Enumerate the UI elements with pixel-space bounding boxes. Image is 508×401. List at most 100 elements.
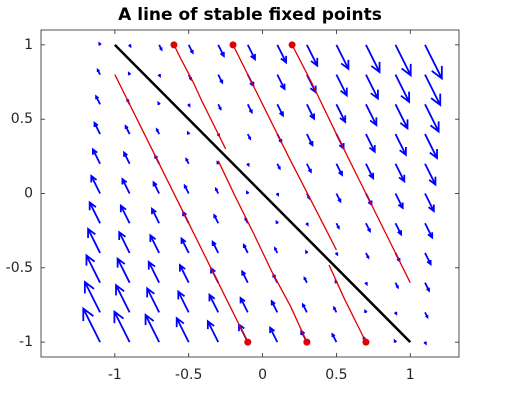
arrow xyxy=(365,133,376,154)
y-tick-label: -1 xyxy=(19,334,33,350)
trajectory xyxy=(173,44,227,150)
arrow xyxy=(183,183,190,194)
arrow xyxy=(179,263,190,284)
trajectory-start xyxy=(170,41,178,49)
arrow xyxy=(147,260,160,284)
arrow xyxy=(185,157,190,165)
arrow xyxy=(90,174,101,194)
arrow xyxy=(187,44,194,55)
arrow xyxy=(213,213,220,224)
trajectory xyxy=(328,264,367,343)
arrow xyxy=(423,341,427,346)
x-tick-label: -0.5 xyxy=(175,367,202,383)
arrow xyxy=(208,293,220,313)
arrow xyxy=(187,103,191,108)
arrow xyxy=(424,193,435,213)
y-tick-label: 1 xyxy=(24,37,33,53)
arrow xyxy=(144,313,160,343)
arrow xyxy=(246,133,252,141)
arrow xyxy=(424,74,442,107)
trajectory-start xyxy=(362,338,370,346)
arrow xyxy=(365,103,378,127)
arrow xyxy=(305,222,309,227)
arrow xyxy=(177,289,190,313)
y-tick-label: 0.5 xyxy=(11,111,33,127)
arrow xyxy=(116,256,131,284)
arrow xyxy=(269,325,279,343)
arrow xyxy=(424,312,429,320)
arrow xyxy=(394,193,404,210)
arrow xyxy=(206,319,220,343)
arrow xyxy=(242,243,249,254)
arrow xyxy=(187,130,191,135)
arrow xyxy=(157,73,161,78)
arrow xyxy=(241,269,249,284)
arrow xyxy=(149,233,160,254)
arrow xyxy=(157,100,161,105)
fixed-point-line xyxy=(113,43,412,344)
arrow xyxy=(303,276,308,284)
arrow xyxy=(394,74,410,104)
arrow xyxy=(217,103,222,111)
arrow xyxy=(335,74,348,98)
arrow xyxy=(306,103,315,121)
arrow xyxy=(424,222,434,240)
arrow xyxy=(123,150,131,165)
arrow xyxy=(151,207,160,224)
arrow xyxy=(424,44,443,81)
arrow xyxy=(394,103,409,131)
arrow xyxy=(124,124,131,135)
arrow xyxy=(211,239,220,254)
arrow xyxy=(424,103,440,134)
arrow xyxy=(276,103,284,118)
arrow xyxy=(364,282,368,287)
arrow xyxy=(115,283,131,313)
arrow xyxy=(175,316,190,343)
x-tick-label: -1 xyxy=(108,367,122,383)
x-tick-label: 0.5 xyxy=(325,367,347,383)
arrow xyxy=(274,246,279,254)
arrow xyxy=(365,252,370,260)
arrow xyxy=(394,222,402,237)
arrow xyxy=(217,74,224,85)
arrow xyxy=(306,133,314,148)
arrow xyxy=(335,193,342,204)
arrow xyxy=(394,282,399,290)
arrow xyxy=(85,253,101,284)
trajectory xyxy=(232,44,337,251)
arrow xyxy=(301,302,308,313)
arrow xyxy=(393,338,398,343)
arrow xyxy=(335,163,343,177)
arrow xyxy=(424,163,437,187)
arrow xyxy=(270,299,279,313)
arrow xyxy=(306,44,319,68)
arrow xyxy=(98,41,102,46)
arrow xyxy=(119,203,131,224)
arrow xyxy=(246,44,256,62)
arrow xyxy=(364,309,368,314)
arrow xyxy=(393,311,398,316)
arrow xyxy=(155,127,160,135)
arrow xyxy=(424,282,430,293)
plot-frame xyxy=(40,29,460,358)
arrow xyxy=(127,71,132,76)
arrow xyxy=(96,67,101,75)
arrow xyxy=(276,163,281,171)
arrow xyxy=(306,163,312,174)
trajectory-start xyxy=(244,338,252,346)
arrow xyxy=(246,190,250,195)
trajectory xyxy=(291,44,411,283)
arrow xyxy=(180,236,190,254)
arrow xyxy=(146,286,160,313)
trajectory-start xyxy=(229,41,237,49)
arrow xyxy=(158,44,163,52)
arrow xyxy=(217,44,225,58)
arrow xyxy=(95,94,101,105)
trajectory xyxy=(114,74,249,343)
arrow xyxy=(335,222,340,230)
y-tick-label: -0.5 xyxy=(6,260,33,276)
chart-title: A line of stable fixed points xyxy=(118,5,382,25)
arrow xyxy=(239,296,249,313)
arrow xyxy=(365,44,381,74)
arrow xyxy=(335,44,350,71)
